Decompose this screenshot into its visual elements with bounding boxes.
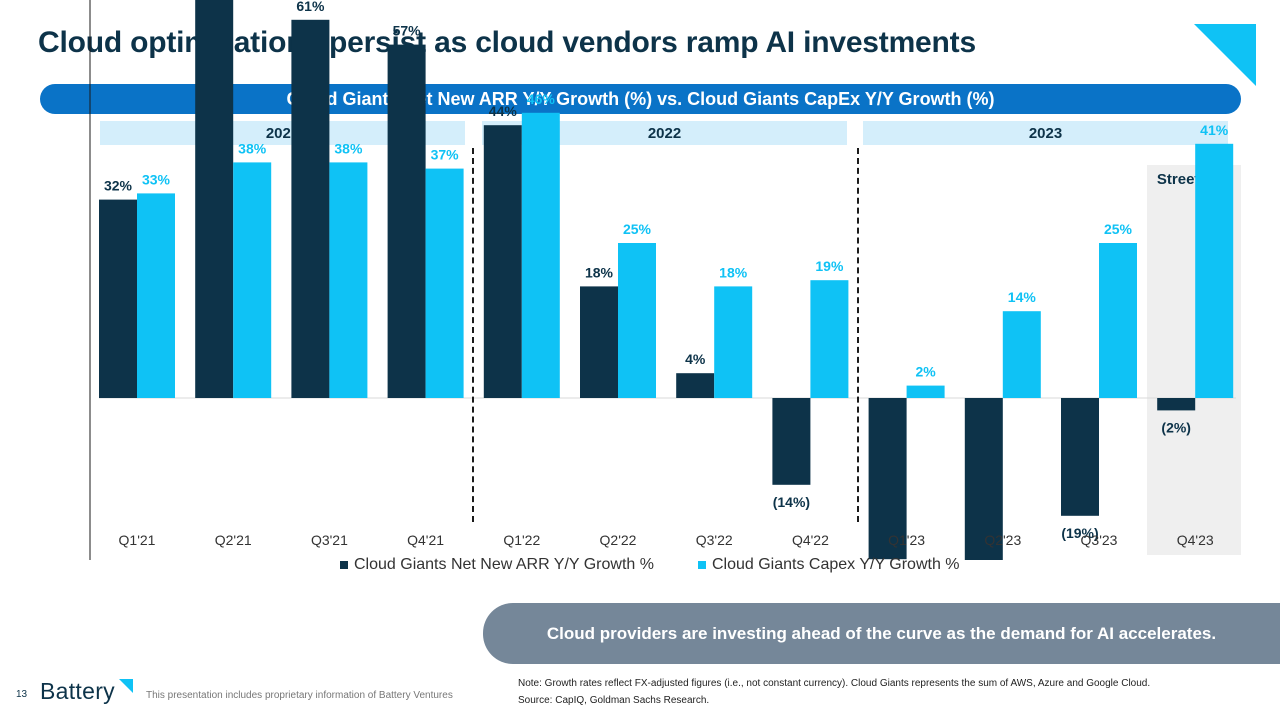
data-label-capex: 25% <box>1104 221 1133 237</box>
data-label-capex: 33% <box>142 171 171 187</box>
bar-capex <box>1195 143 1234 398</box>
bar-capex <box>137 193 175 398</box>
year-divider-2021-2022 <box>472 148 474 522</box>
x-tick-label: Q2'23 <box>984 532 1021 548</box>
x-tick-label: Q1'21 <box>119 532 156 548</box>
x-tick-label: Q4'21 <box>407 532 444 548</box>
bar-arr <box>868 398 907 560</box>
x-tick-label: Q3'23 <box>1081 532 1118 548</box>
footnote-note: Note: Growth rates reflect FX-adjusted f… <box>518 678 1151 689</box>
legend-label-arr: Cloud Giants Net New ARR Y/Y Growth % <box>354 556 654 573</box>
data-label-capex: 37% <box>431 147 460 163</box>
data-label-capex: 46% <box>527 91 556 107</box>
data-label-arr: 44% <box>489 103 518 119</box>
data-label-arr: (2%) <box>1161 419 1191 435</box>
x-tick-label: Q2'22 <box>600 532 637 548</box>
footnote-source: Source: CapIQ, Goldman Sachs Research. <box>518 695 710 706</box>
bar-capex <box>521 112 560 399</box>
bar-capex <box>906 385 945 398</box>
bar-capex <box>329 162 368 398</box>
bar-arr <box>483 125 522 398</box>
data-label-arr: 61% <box>296 0 325 14</box>
data-label-capex: 41% <box>1200 122 1229 138</box>
bar-arr <box>99 199 137 398</box>
x-tick-label: Q4'22 <box>792 532 829 548</box>
page-title: Cloud optimizations persist as cloud ven… <box>38 26 976 59</box>
x-tick-label: Q3'22 <box>696 532 733 548</box>
bar-capex <box>233 162 272 398</box>
chart-legend: Cloud Giants Net New ARR Y/Y Growth % Cl… <box>340 556 960 574</box>
footer-disclaimer: This presentation includes proprietary i… <box>146 690 453 701</box>
x-tick-label: Q1'23 <box>888 532 925 548</box>
key-takeaway-callout: Cloud providers are investing ahead of t… <box>483 603 1280 664</box>
data-label-arr: (14%) <box>773 494 810 510</box>
legend-label-capex: Cloud Giants Capex Y/Y Growth % <box>711 556 960 573</box>
data-label-arr: 32% <box>104 178 133 194</box>
data-label-capex: 18% <box>719 264 748 280</box>
bar-arr <box>195 0 234 398</box>
year-divider-2022-2023 <box>857 148 859 522</box>
data-label-arr: 57% <box>393 23 422 39</box>
x-tick-label: Q4'23 <box>1177 532 1214 548</box>
chart-title-banner: Cloud Giants Net New ARR Y/Y Growth (%) … <box>40 84 1241 114</box>
data-label-capex: 38% <box>238 140 267 156</box>
battery-logo-icon <box>119 679 133 693</box>
bar-capex <box>1099 243 1137 398</box>
year-band-2023: 2023 <box>863 121 1228 145</box>
legend-item-arr: Cloud Giants Net New ARR Y/Y Growth % <box>340 556 654 574</box>
bar-arr <box>676 373 715 398</box>
bar-capex <box>425 168 464 398</box>
data-label-arr: 4% <box>685 351 706 367</box>
bar-capex <box>618 243 656 398</box>
x-tick-label: Q2'21 <box>215 532 252 548</box>
battery-logo-text: Battery <box>40 678 115 704</box>
page-number: 13 <box>16 689 28 700</box>
data-label-capex: 25% <box>623 221 652 237</box>
footnote: Note: Growth rates reflect FX-adjusted f… <box>518 675 1150 709</box>
bar-arr <box>964 398 1003 560</box>
bar-arr <box>1157 398 1196 411</box>
bar-arr <box>387 44 426 398</box>
bar-capex <box>1002 311 1041 398</box>
bar-capex <box>810 280 849 398</box>
legend-swatch-navy <box>340 561 348 569</box>
bar-arr <box>580 286 618 398</box>
x-tick-label: Q1'22 <box>503 532 540 548</box>
data-label-capex: 14% <box>1008 289 1037 305</box>
data-label-arr: 18% <box>585 264 614 280</box>
bar-arr <box>1061 398 1099 516</box>
corner-triangle-decoration <box>1194 24 1256 86</box>
data-label-capex: 38% <box>334 140 363 156</box>
x-tick-label: Q3'21 <box>311 532 348 548</box>
bar-capex <box>714 286 753 398</box>
bar-arr <box>291 19 330 399</box>
legend-swatch-cyan <box>697 561 706 569</box>
bar-chart: 80%(40%)32%33%Q1'2165%38%Q2'2161%38%Q3'2… <box>89 0 1236 560</box>
bar-arr <box>772 398 811 485</box>
data-label-arr: (19%) <box>1061 525 1098 541</box>
data-label-capex: 2% <box>915 364 936 380</box>
legend-item-capex: Cloud Giants Capex Y/Y Growth % <box>697 556 960 574</box>
data-label-capex: 19% <box>815 258 844 274</box>
